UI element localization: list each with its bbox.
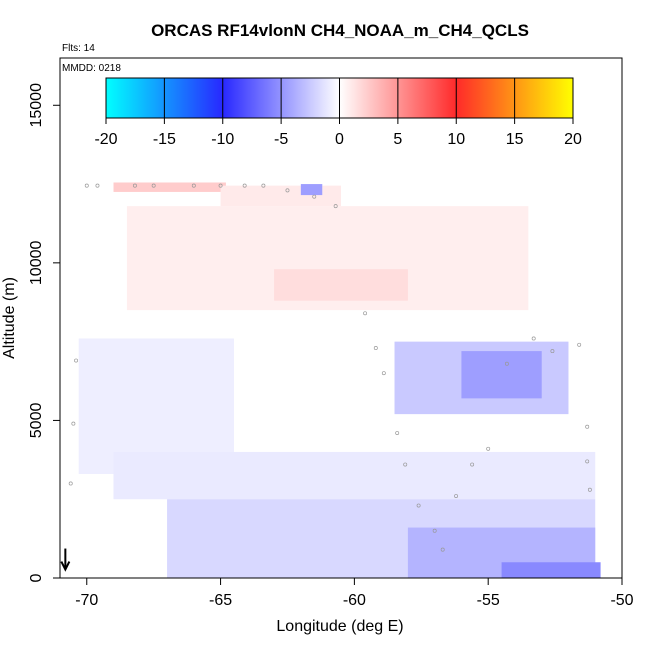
down-arrow-icon <box>60 548 71 572</box>
flight-point <box>74 358 79 363</box>
y-axis: 0 5000 10000 15000 <box>28 83 60 582</box>
flight-point <box>95 183 100 188</box>
colorbar-tick-label: 20 <box>564 131 582 148</box>
flight-point <box>191 183 196 188</box>
colorbar-tick-label: -10 <box>211 131 234 148</box>
y-tick-label: 0 <box>28 573 45 582</box>
x-tick-label: -50 <box>610 592 633 609</box>
colorbar-tick-label: -15 <box>153 131 176 148</box>
flight-point <box>373 345 378 350</box>
x-tick-label: -60 <box>343 592 366 609</box>
flight-point <box>403 462 408 467</box>
flight-point <box>242 183 247 188</box>
flight-point <box>432 528 437 533</box>
flight-point <box>132 183 137 188</box>
flight-points <box>68 183 592 552</box>
flight-point <box>68 481 73 486</box>
field-cell-upper-positive-core <box>274 269 408 301</box>
field-cell-top-layer-mixed <box>220 185 341 207</box>
plot-frame <box>59 57 623 579</box>
date-label: MMDD: 0218 <box>62 63 121 74</box>
colorbar-ticks: -20 -15 -10 -5 0 5 10 15 20 <box>94 118 582 148</box>
colorbar: -20 -15 -10 -5 0 5 10 15 20 <box>94 77 582 148</box>
flight-point <box>585 459 590 464</box>
colorbar-divisions <box>163 78 516 118</box>
y-tick-label: 5000 <box>28 403 45 439</box>
x-axis-label: Longitude (deg E) <box>276 618 403 635</box>
x-axis: -70 -65 -60 -55 -50 <box>75 578 634 609</box>
flight-point <box>285 188 290 193</box>
flight-point <box>504 361 509 366</box>
flight-point <box>151 183 156 188</box>
chart-title: ORCAS RF14vlonN CH4_NOAA_m_CH4_QCLS <box>151 21 529 40</box>
field-cell-surface-east <box>501 562 601 578</box>
flight-point <box>577 342 582 347</box>
colorbar-tick-label: 0 <box>335 131 344 148</box>
field-cell-lower-layer-negative <box>113 451 596 500</box>
marker-layer <box>60 548 71 572</box>
y-tick-label: 15000 <box>28 83 45 128</box>
flight-point <box>440 547 445 552</box>
field-layer <box>78 182 601 578</box>
flight-point <box>261 183 266 188</box>
x-tick-label: -55 <box>477 592 500 609</box>
flight-point <box>587 487 592 492</box>
x-tick-label: -70 <box>75 592 98 609</box>
flight-point <box>363 311 368 316</box>
y-axis-label: Altitude (m) <box>1 277 18 359</box>
flight-point <box>470 462 475 467</box>
flight-point <box>71 421 76 426</box>
colorbar-tick-label: 10 <box>447 131 465 148</box>
colorbar-tick-label: 15 <box>506 131 524 148</box>
field-cell-top-layer-negative <box>300 184 323 196</box>
field-cell-west-column-negative <box>78 338 234 474</box>
down-arrow-head <box>60 561 71 572</box>
flight-point <box>531 336 536 341</box>
flight-point <box>218 183 223 188</box>
flight-point <box>550 349 555 354</box>
flight-point <box>333 204 338 209</box>
colorbar-tick-label: 5 <box>393 131 402 148</box>
flights-label: Flts: 14 <box>62 43 95 54</box>
flight-point <box>585 424 590 429</box>
flight-point <box>454 494 459 499</box>
colorbar-tick-label: -5 <box>274 131 288 148</box>
x-tick-label: -65 <box>209 592 232 609</box>
flight-point <box>381 371 386 376</box>
flight-point <box>486 446 491 451</box>
flight-point <box>395 431 400 435</box>
flight-point <box>312 194 317 199</box>
flight-point <box>416 503 421 508</box>
flight-point <box>84 183 89 188</box>
field-cell-east-mid-core <box>461 351 542 399</box>
colorbar-tick-label: -20 <box>94 131 117 148</box>
field-cell-top-layer-positive <box>113 182 226 192</box>
y-tick-label: 10000 <box>28 241 45 286</box>
